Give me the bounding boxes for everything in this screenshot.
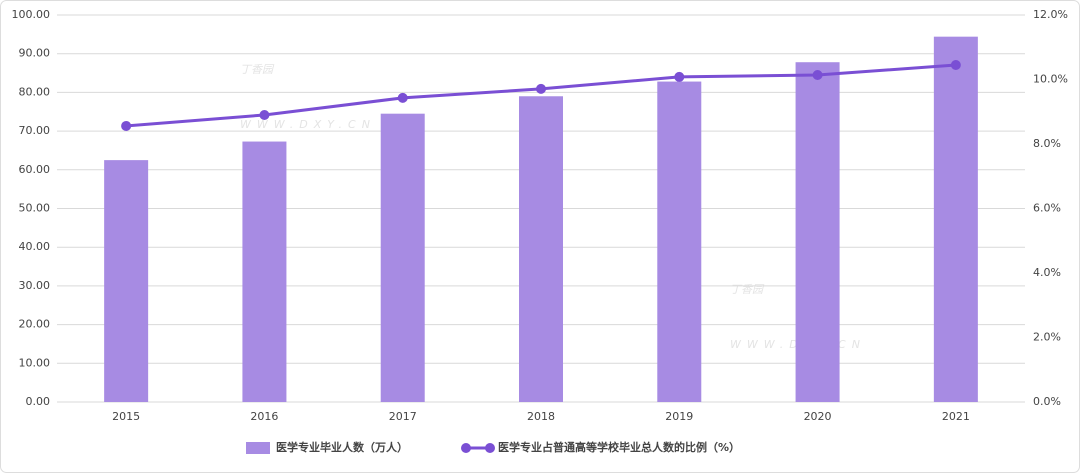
y2-tick-label: 8.0% xyxy=(1033,137,1061,150)
line-point xyxy=(259,109,270,120)
line-point xyxy=(812,69,823,80)
x-tick-label: 2019 xyxy=(665,410,693,423)
x-tick-label: 2020 xyxy=(804,410,832,423)
y-tick-label: 30.00 xyxy=(19,279,51,292)
y2-tick-label: 10.0% xyxy=(1033,73,1068,86)
y-tick-label: 40.00 xyxy=(19,240,51,253)
y2-tick-label: 6.0% xyxy=(1033,202,1061,215)
bar xyxy=(933,36,978,403)
line-point xyxy=(536,83,546,94)
bar xyxy=(519,96,563,403)
y2-tick-label: 0.0% xyxy=(1033,395,1061,408)
legend-swatch xyxy=(461,443,471,453)
legend-swatch xyxy=(485,443,495,453)
line-point xyxy=(674,71,685,82)
bar xyxy=(104,160,149,402)
bar xyxy=(380,113,425,402)
y-tick-label: 10.00 xyxy=(19,356,51,369)
y-tick-label: 80.00 xyxy=(19,85,51,98)
y-tick-label: 50.00 xyxy=(19,202,51,215)
x-tick-label: 2015 xyxy=(112,410,140,423)
line-point xyxy=(950,59,961,70)
x-tick-label: 2016 xyxy=(250,410,278,423)
watermark: 丁香园 xyxy=(730,283,765,296)
y-tick-label: 20.00 xyxy=(19,318,51,331)
x-tick-label: 2018 xyxy=(527,410,555,423)
y-tick-label: 0.00 xyxy=(26,395,51,408)
watermark: WWW.DXY.CN xyxy=(240,118,376,131)
legend-swatch xyxy=(246,442,270,454)
legend-label: 医学专业毕业人数（万人） xyxy=(276,440,408,454)
bar xyxy=(795,62,840,403)
bar xyxy=(242,141,287,402)
y-tick-label: 100.00 xyxy=(12,8,51,21)
y2-tick-label: 4.0% xyxy=(1033,266,1061,279)
legend-label: 医学专业占普通高等学校毕业总人数的比例（%） xyxy=(498,440,740,454)
watermark: 丁香园 xyxy=(240,63,275,76)
x-tick-label: 2021 xyxy=(942,410,970,423)
y2-tick-label: 2.0% xyxy=(1033,331,1061,344)
line-point xyxy=(121,120,132,131)
y-tick-label: 70.00 xyxy=(19,124,51,137)
y2-tick-label: 12.0% xyxy=(1033,8,1068,21)
line-point xyxy=(397,92,408,103)
y-tick-label: 90.00 xyxy=(19,47,51,60)
y-tick-label: 60.00 xyxy=(19,163,51,176)
x-tick-label: 2017 xyxy=(389,410,417,423)
bar xyxy=(657,81,702,403)
